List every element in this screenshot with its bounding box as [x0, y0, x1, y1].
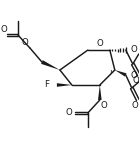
Polygon shape — [41, 60, 60, 70]
Text: O: O — [96, 39, 103, 48]
Text: O: O — [1, 25, 7, 34]
Text: O: O — [100, 101, 107, 110]
Polygon shape — [57, 83, 72, 87]
Text: O: O — [131, 101, 138, 110]
Text: O: O — [22, 38, 28, 47]
Text: ʹ: ʹ — [109, 71, 112, 81]
Polygon shape — [98, 85, 102, 100]
Polygon shape — [115, 70, 126, 77]
Text: F: F — [44, 80, 49, 90]
Text: O: O — [132, 77, 139, 85]
Text: O: O — [131, 45, 137, 54]
Text: O: O — [65, 108, 72, 117]
Text: O: O — [131, 71, 137, 79]
